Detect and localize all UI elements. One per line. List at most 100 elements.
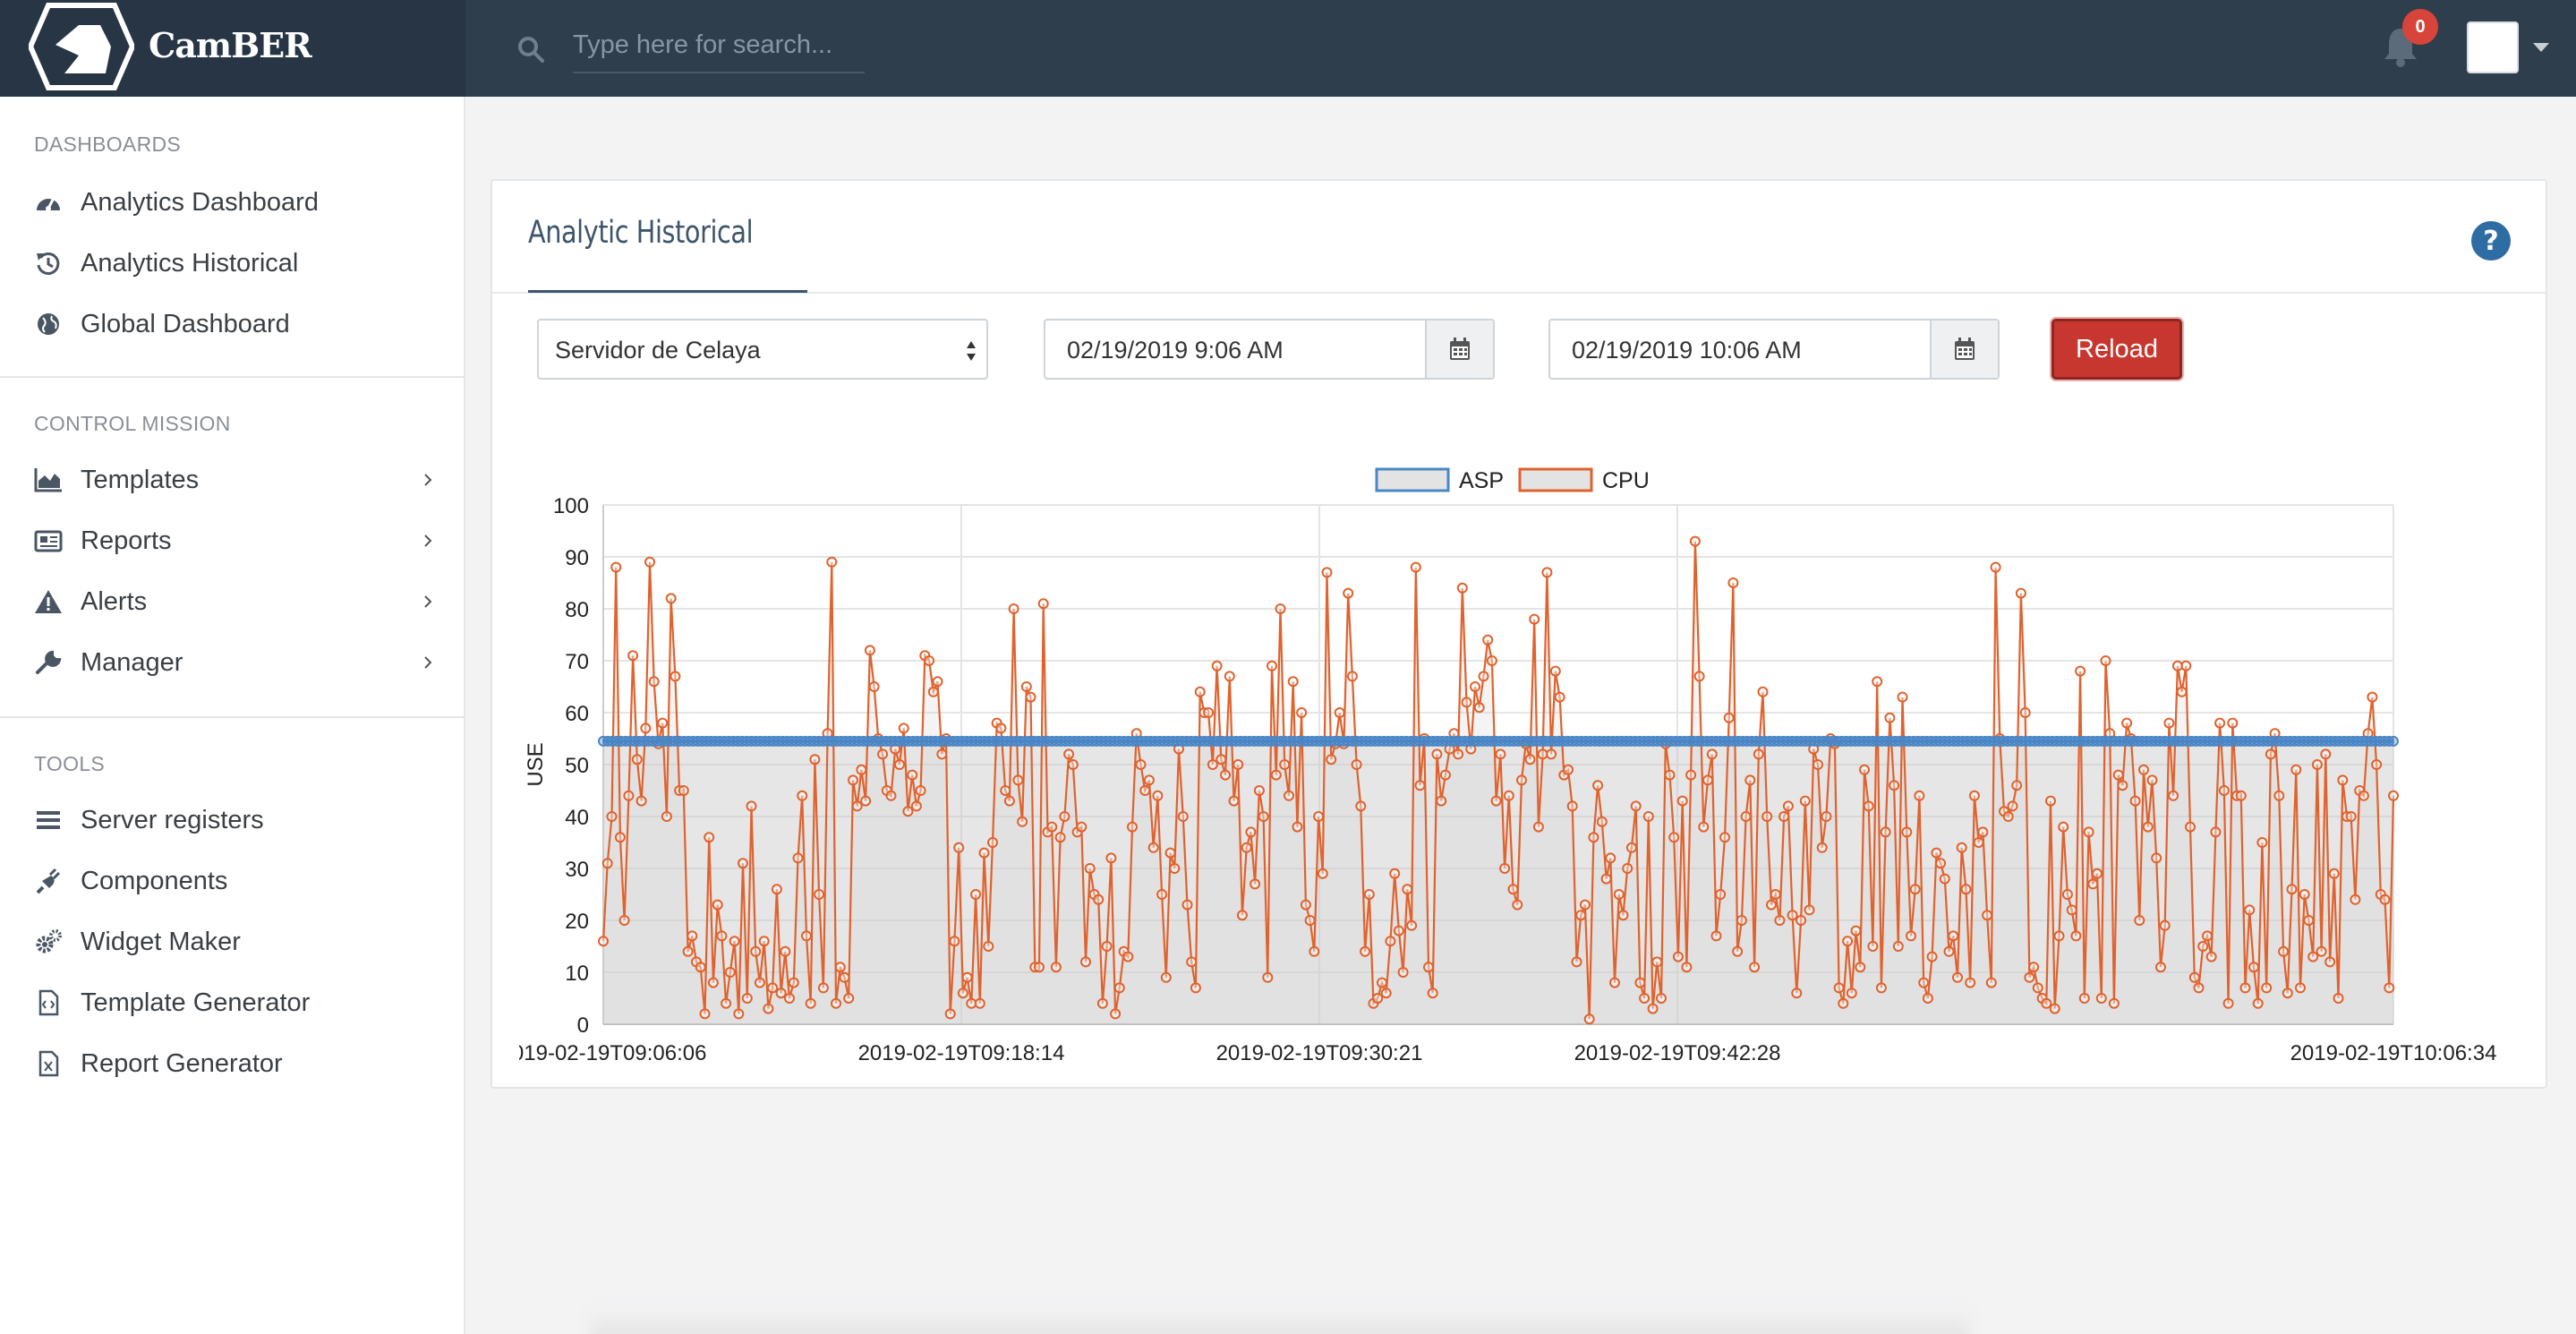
cpu-point [1681, 962, 1693, 973]
cpu-point [1008, 603, 1019, 614]
cpu-point [2070, 930, 2082, 942]
cpu-point [2121, 717, 2133, 729]
cpu-point [1334, 707, 1345, 718]
cpu-point [1770, 889, 1781, 900]
sidebar-item-template-generator[interactable]: Template Generator [0, 974, 464, 1030]
cpu-point [1139, 785, 1151, 796]
cpu-point [2095, 993, 2107, 1004]
sidebar-item-components[interactable]: Components [0, 852, 464, 908]
sidebar-item-label: Global Dashboard [81, 310, 290, 338]
cpu-point [2129, 795, 2141, 807]
globe-icon [38, 313, 59, 335]
cpu-point [771, 884, 782, 895]
search-input[interactable] [573, 18, 865, 73]
cpu-point [1160, 971, 1172, 983]
cpu-point [1706, 748, 1718, 760]
sidebar-item-label: Manager [81, 648, 183, 677]
sidebar-item-server-registers[interactable]: Server registers [0, 791, 464, 847]
cpu-point [1105, 852, 1117, 864]
sidebar-item-reports[interactable]: Reports [0, 512, 464, 568]
plug-icon [36, 868, 61, 894]
cpu-point [1063, 748, 1075, 760]
cpu-point [2202, 930, 2213, 942]
cpu-point [1892, 941, 1904, 952]
cpu-point [1050, 962, 1062, 973]
cpu-point [780, 945, 791, 957]
cpu-point [1406, 919, 1418, 931]
cpu-point [1723, 712, 1735, 723]
sidebar-item-analytics-dashboard[interactable]: Analytics Dashboard [0, 174, 464, 229]
cpu-point [1727, 577, 1739, 588]
sidebar-item-templates[interactable]: Templates [0, 451, 464, 507]
divider [0, 376, 464, 378]
section-title-control-mission: CONTROL MISSION [34, 412, 231, 435]
cpu-point [1236, 910, 1248, 921]
cpu-point [2146, 774, 2158, 786]
cpu-point [1867, 941, 1879, 952]
cpu-point [1423, 962, 1434, 973]
cpu-point [2290, 764, 2302, 775]
cpu-point [792, 852, 804, 864]
cpu-point [2367, 691, 2378, 703]
date-from-field[interactable]: 02/19/2019 9:06 AM [1044, 319, 1495, 380]
cpu-point [1110, 1008, 1122, 1020]
sidebar-item-manager[interactable]: Manager [0, 634, 464, 689]
sidebar-item-widget-maker[interactable]: Widget Maker [0, 913, 464, 969]
cpu-point [1253, 785, 1265, 796]
calendar-icon [1955, 338, 1975, 360]
sidebar-item-analytics-historical[interactable]: Analytics Historical [0, 235, 464, 290]
caret-down-icon[interactable] [2533, 43, 2549, 52]
sidebar-item-global-dashboard[interactable]: Global Dashboard [0, 295, 464, 351]
avatar[interactable] [2467, 21, 2519, 73]
cpu-point [1965, 977, 1976, 988]
x-tick-label: 2019-02-19T09:06:06 [519, 1041, 706, 1065]
cpu-point [1931, 847, 1942, 859]
cpu-point [860, 795, 872, 807]
cpu-point [1351, 759, 1362, 770]
bottom-shadow [591, 1307, 1969, 1334]
sidebar-item-report-generator[interactable]: Report Generator [0, 1035, 464, 1090]
cpu-point [1651, 956, 1663, 968]
cpu-point [618, 915, 630, 926]
cpu-point [1918, 977, 1930, 988]
cpu-point [1135, 759, 1147, 770]
cpu-point [1003, 795, 1015, 807]
reload-button[interactable]: Reload [2051, 319, 2182, 380]
y-tick-label: 80 [565, 598, 589, 622]
cpu-point [2087, 878, 2099, 890]
cpu-point [2045, 795, 2056, 807]
x-tick-label: 2019-02-19T09:30:21 [1216, 1041, 1423, 1065]
server-select[interactable]: Servidor de Celaya [537, 319, 988, 380]
cpu-point [1532, 821, 1544, 833]
cpu-point [822, 728, 833, 740]
cpu-point [1926, 951, 1938, 962]
cpu-point [1020, 681, 1032, 692]
cpu-point [1753, 748, 1764, 760]
cpu-point [2358, 790, 2369, 801]
y-tick-label: 50 [565, 754, 589, 778]
cpu-point [2227, 717, 2239, 729]
x-tick-label: 2019-02-19T09:42:28 [1574, 1041, 1781, 1065]
y-tick-label: 100 [553, 494, 589, 518]
cpu-point [2138, 764, 2149, 775]
sidebar-item-label: Analytics Dashboard [81, 188, 319, 217]
sidebar-item-alerts[interactable]: Alerts [0, 573, 464, 629]
help-icon[interactable]: ? [2470, 220, 2512, 261]
select-arrows-icon [967, 341, 976, 361]
date-to-calendar-button[interactable] [1930, 321, 1998, 378]
date-to-field[interactable]: 02/19/2019 10:06 AM [1548, 319, 2000, 380]
cpu-point [831, 997, 841, 1009]
cpu-point [1625, 842, 1637, 853]
cpu-point [1804, 904, 1815, 916]
brand-area[interactable]: CamBER [0, 0, 465, 97]
cpu-point [868, 681, 880, 692]
cpu-point [1719, 832, 1730, 843]
y-tick-label: 60 [565, 702, 589, 726]
sidebar-item-label: Alerts [81, 587, 148, 616]
cpu-point [1304, 915, 1316, 926]
calendar-icon [1450, 338, 1470, 360]
date-from-calendar-button[interactable] [1425, 321, 1493, 378]
y-tick-label: 70 [565, 650, 589, 674]
cpu-point [1778, 811, 1790, 822]
cpu-point [1596, 816, 1608, 827]
